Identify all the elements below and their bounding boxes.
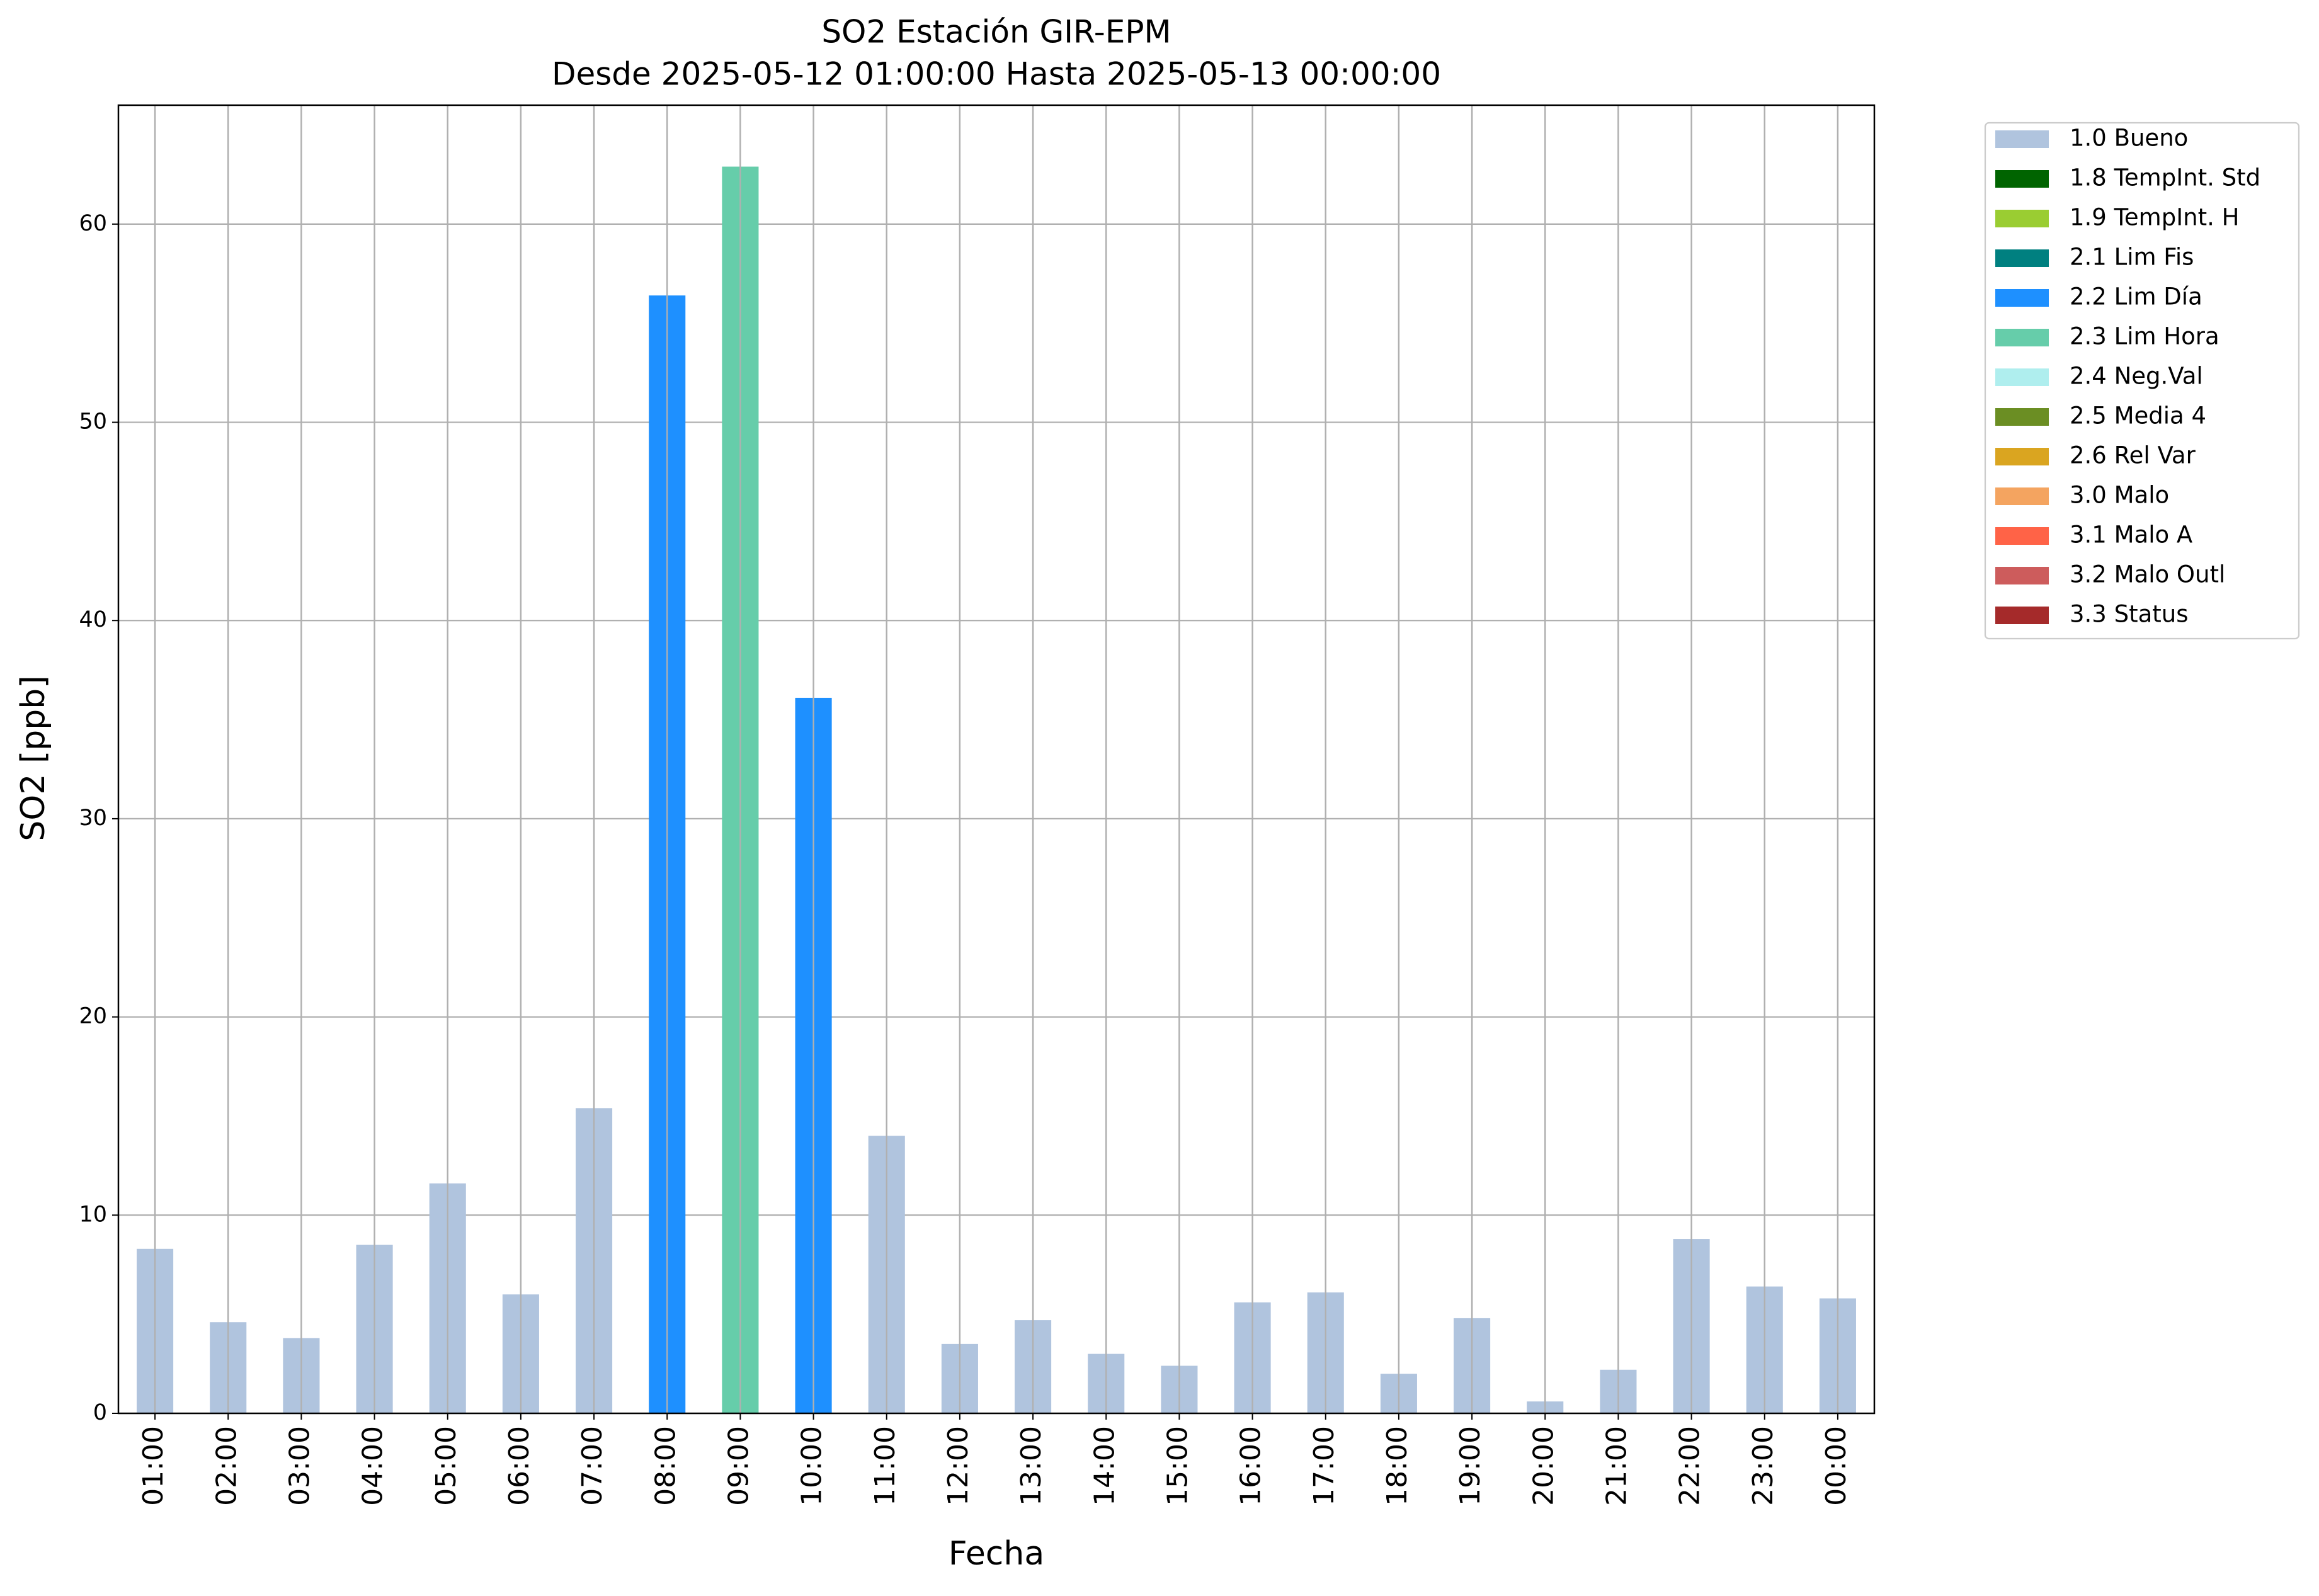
x-tick-label: 06:00: [503, 1426, 535, 1506]
legend-label: 1.9 TempInt. H: [2070, 204, 2239, 231]
legend-swatch: [1995, 289, 2049, 307]
x-tick-label: 01:00: [137, 1426, 169, 1506]
legend-swatch: [1995, 487, 2049, 505]
x-tick-label: 13:00: [1015, 1426, 1047, 1506]
x-axis-label: Fecha: [949, 1535, 1044, 1573]
chart-subtitle: Desde 2025-05-12 01:00:00 Hasta 2025-05-…: [552, 56, 1441, 93]
legend-swatch: [1995, 130, 2049, 148]
y-axis-label: SO2 [ppb]: [14, 675, 52, 841]
x-tick-label: 05:00: [430, 1426, 462, 1506]
legend-label: 2.1 Lim Fis: [2070, 244, 2194, 271]
legend-label: 2.3 Lim Hora: [2070, 323, 2219, 350]
plot-frame: [117, 104, 1876, 1415]
legend-swatch: [1995, 210, 2049, 227]
y-tick-label: 50: [79, 409, 107, 435]
x-tick-label: 19:00: [1454, 1426, 1486, 1506]
x-tick-label: 22:00: [1674, 1426, 1706, 1506]
y-tick-label: 0: [93, 1400, 107, 1425]
y-tick-label: 40: [79, 607, 107, 632]
legend-box: [1984, 122, 2300, 640]
legend-swatch: [1995, 368, 2049, 386]
x-tick-label: 17:00: [1308, 1426, 1340, 1506]
legend-swatch: [1995, 329, 2049, 346]
legend-label: 3.0 Malo: [2070, 482, 2169, 509]
legend-swatch: [1995, 249, 2049, 267]
legend-swatch: [1995, 527, 2049, 545]
x-tick-label: 11:00: [869, 1426, 901, 1506]
y-tick-label: 20: [79, 1004, 107, 1029]
legend-label: 3.3 Status: [2070, 601, 2189, 628]
legend-label: 2.4 Neg.Val: [2070, 363, 2203, 390]
x-tick-label: 09:00: [722, 1426, 755, 1506]
x-tick-label: 04:00: [357, 1426, 389, 1506]
legend-swatch: [1995, 607, 2049, 624]
x-tick-label: 00:00: [1820, 1426, 1852, 1506]
legend-swatch: [1995, 408, 2049, 426]
x-tick-label: 23:00: [1747, 1426, 1779, 1506]
x-tick-label: 21:00: [1600, 1426, 1632, 1506]
x-tick-label: 10:00: [796, 1426, 828, 1506]
legend-label: 2.5 Media 4: [2070, 402, 2206, 430]
x-tick-label: 03:00: [283, 1426, 316, 1506]
legend-label: 3.2 Malo Outl: [2070, 561, 2225, 588]
x-tick-label: 15:00: [1161, 1426, 1194, 1506]
legend-swatch: [1995, 567, 2049, 584]
x-tick-label: 07:00: [576, 1426, 608, 1506]
legend-swatch: [1995, 170, 2049, 188]
legend-label: 2.2 Lim Día: [2070, 283, 2202, 311]
legend-label: 2.6 Rel Var: [2070, 442, 2196, 469]
x-tick-label: 02:00: [210, 1426, 242, 1506]
x-tick-label: 12:00: [942, 1426, 974, 1506]
x-tick-label: 16:00: [1235, 1426, 1267, 1506]
y-tick-label: 10: [79, 1202, 107, 1227]
legend-swatch: [1995, 448, 2049, 465]
x-tick-label: 18:00: [1381, 1426, 1413, 1506]
y-tick-label: 30: [79, 806, 107, 831]
x-tick-label: 14:00: [1088, 1426, 1120, 1506]
x-tick-label: 20:00: [1527, 1426, 1559, 1506]
chart-title: SO2 Estación GIR-EPM: [821, 14, 1171, 50]
legend-label: 1.0 Bueno: [2070, 125, 2188, 152]
y-tick-label: 60: [79, 211, 107, 236]
legend-label: 3.1 Malo A: [2070, 522, 2192, 549]
x-tick-label: 08:00: [649, 1426, 681, 1506]
legend-label: 1.8 TempInt. Std: [2070, 164, 2260, 191]
